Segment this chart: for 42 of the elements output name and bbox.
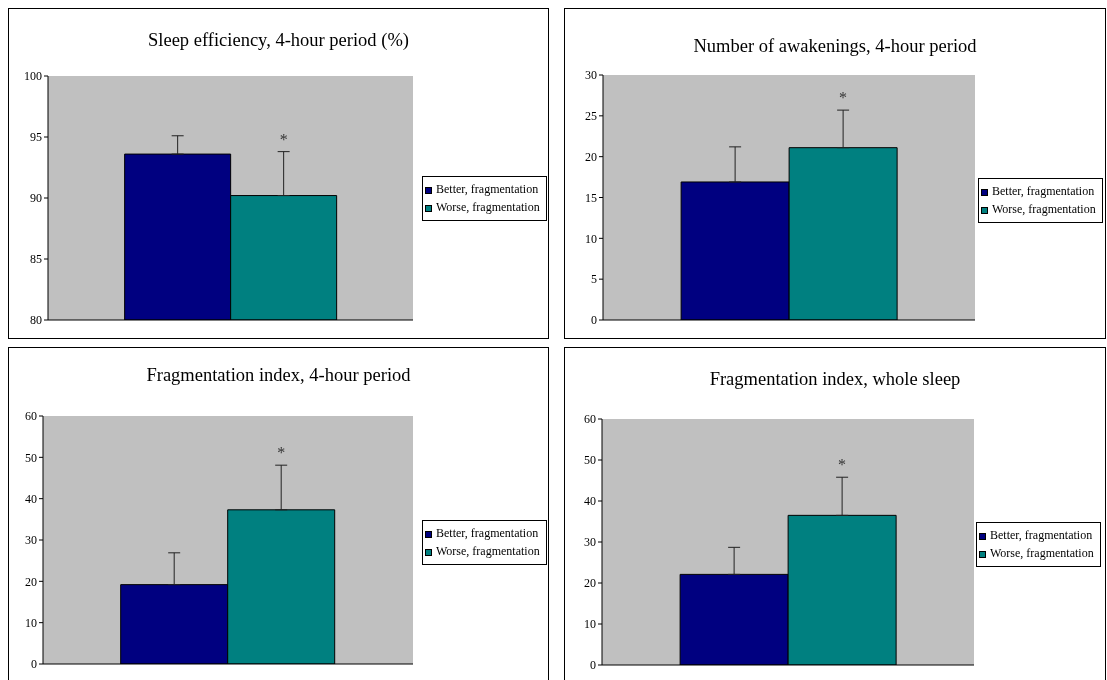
annotation: * — [839, 89, 848, 107]
legend-label: Better, fragmentation — [436, 182, 539, 196]
chart-title: Fragmentation index, 4-hour period — [145, 364, 412, 386]
y-tick-label: 40 — [25, 491, 37, 506]
y-tick-label: 0 — [591, 313, 597, 328]
y-tick-label: 20 — [584, 576, 596, 591]
annotation: * — [279, 130, 288, 148]
y-tick-label: 25 — [585, 109, 597, 124]
y-tick-label: 95 — [30, 130, 42, 145]
annotation: * — [277, 444, 286, 462]
y-tick-label: 40 — [584, 494, 596, 509]
chart-title: Sleep efficiency, 4-hour period (%) — [147, 29, 410, 51]
chart-title: Fragmentation index, whole sleep — [708, 368, 962, 390]
y-tick-label: 90 — [30, 191, 42, 206]
y-tick-label: 80 — [30, 313, 42, 328]
y-tick-label: 50 — [584, 453, 596, 468]
y-tick-label: 85 — [30, 252, 42, 267]
y-tick-label: 15 — [585, 190, 597, 205]
y-tick-label: 0 — [31, 657, 37, 672]
legend-label: Better, fragmentation — [436, 526, 539, 540]
legend-label: Better, fragmentation — [990, 528, 1093, 542]
y-tick-label: 20 — [25, 574, 37, 589]
y-tick-label: 10 — [584, 617, 596, 632]
y-tick-label: 10 — [585, 231, 597, 246]
y-tick-label: 50 — [25, 450, 37, 465]
y-tick-label: 60 — [584, 412, 596, 427]
legend-label: Worse, fragmentation — [436, 544, 540, 558]
y-tick-label: 100 — [24, 69, 42, 84]
chart-title: Number of awakenings, 4-hour period — [692, 35, 978, 57]
y-tick-label: 30 — [584, 535, 596, 550]
y-tick-label: 20 — [585, 149, 597, 164]
legend-label: Better, fragmentation — [992, 184, 1095, 198]
legend-label: Worse, fragmentation — [436, 200, 540, 214]
y-tick-label: 5 — [591, 272, 597, 287]
y-tick-label: 10 — [25, 615, 37, 630]
legend-label: Worse, fragmentation — [990, 546, 1094, 560]
y-tick-label: 30 — [25, 533, 37, 548]
y-tick-label: 60 — [25, 409, 37, 424]
y-tick-label: 30 — [585, 68, 597, 83]
y-tick-label: 0 — [590, 658, 596, 673]
legend-label: Worse, fragmentation — [992, 202, 1096, 216]
annotation: * — [838, 456, 847, 474]
